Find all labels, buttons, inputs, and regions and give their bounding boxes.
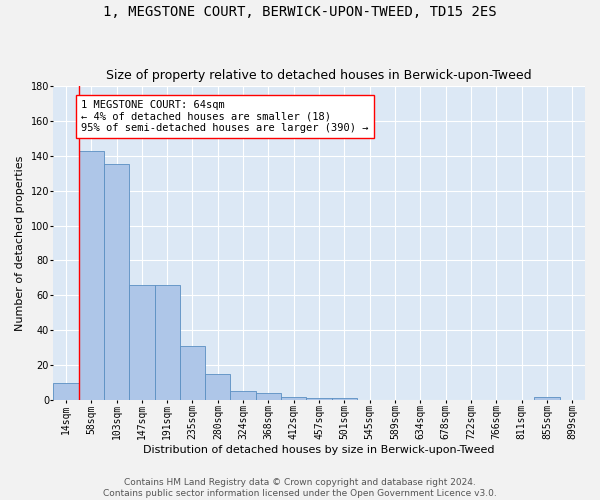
- Bar: [307, 398, 332, 400]
- Y-axis label: Number of detached properties: Number of detached properties: [15, 156, 25, 330]
- Bar: [205, 374, 230, 400]
- Bar: [53, 382, 79, 400]
- Title: Size of property relative to detached houses in Berwick-upon-Tweed: Size of property relative to detached ho…: [106, 69, 532, 82]
- Bar: [332, 398, 357, 400]
- Bar: [104, 164, 129, 400]
- X-axis label: Distribution of detached houses by size in Berwick-upon-Tweed: Distribution of detached houses by size …: [143, 445, 495, 455]
- Text: Contains HM Land Registry data © Crown copyright and database right 2024.
Contai: Contains HM Land Registry data © Crown c…: [103, 478, 497, 498]
- Bar: [129, 285, 155, 400]
- Bar: [155, 285, 180, 400]
- Text: 1 MEGSTONE COURT: 64sqm
← 4% of detached houses are smaller (18)
95% of semi-det: 1 MEGSTONE COURT: 64sqm ← 4% of detached…: [81, 100, 368, 133]
- Bar: [535, 396, 560, 400]
- Text: 1, MEGSTONE COURT, BERWICK-UPON-TWEED, TD15 2ES: 1, MEGSTONE COURT, BERWICK-UPON-TWEED, T…: [103, 5, 497, 19]
- Bar: [281, 396, 307, 400]
- Bar: [180, 346, 205, 400]
- Bar: [79, 150, 104, 400]
- Bar: [230, 392, 256, 400]
- Bar: [256, 393, 281, 400]
